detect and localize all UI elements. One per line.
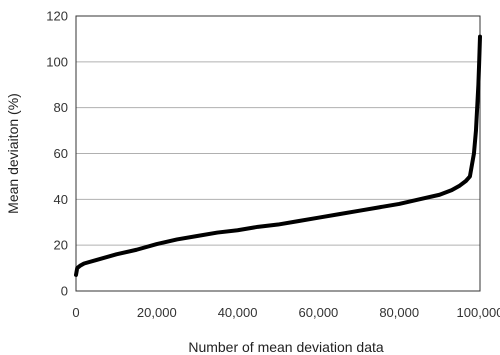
y-tick-label: 40 xyxy=(54,192,68,207)
x-tick-label: 100,000 xyxy=(457,305,500,320)
y-tick-label: 60 xyxy=(54,146,68,161)
series-point xyxy=(477,60,481,64)
series-end-points xyxy=(476,35,482,87)
y-gridlines xyxy=(76,61,480,246)
y-tick-label: 120 xyxy=(46,9,68,24)
x-tick-label: 20,000 xyxy=(137,305,177,320)
y-axis-label: Mean deviaiton (%) xyxy=(5,93,21,214)
y-tick-label: 20 xyxy=(54,238,68,253)
x-axis-tick-labels: 0 20,000 40,000 60,000 80,000 100,000 xyxy=(72,305,500,320)
x-tick-label: 80,000 xyxy=(379,305,419,320)
series-point xyxy=(478,35,482,39)
y-tick-label: 80 xyxy=(54,100,68,115)
x-tick-label: 40,000 xyxy=(218,305,258,320)
y-tick-label: 100 xyxy=(46,54,68,69)
y-axis-tick-labels: 0 20 40 60 80 100 120 xyxy=(46,9,68,299)
x-axis-label: Number of mean deviation data xyxy=(188,339,384,355)
x-tick-label: 60,000 xyxy=(299,305,339,320)
series-point xyxy=(476,83,480,87)
y-tick-label: 0 xyxy=(61,284,68,299)
plot-area-frame xyxy=(75,15,481,292)
x-tick-label: 0 xyxy=(72,305,79,320)
series-line-mean-deviation xyxy=(74,34,482,277)
